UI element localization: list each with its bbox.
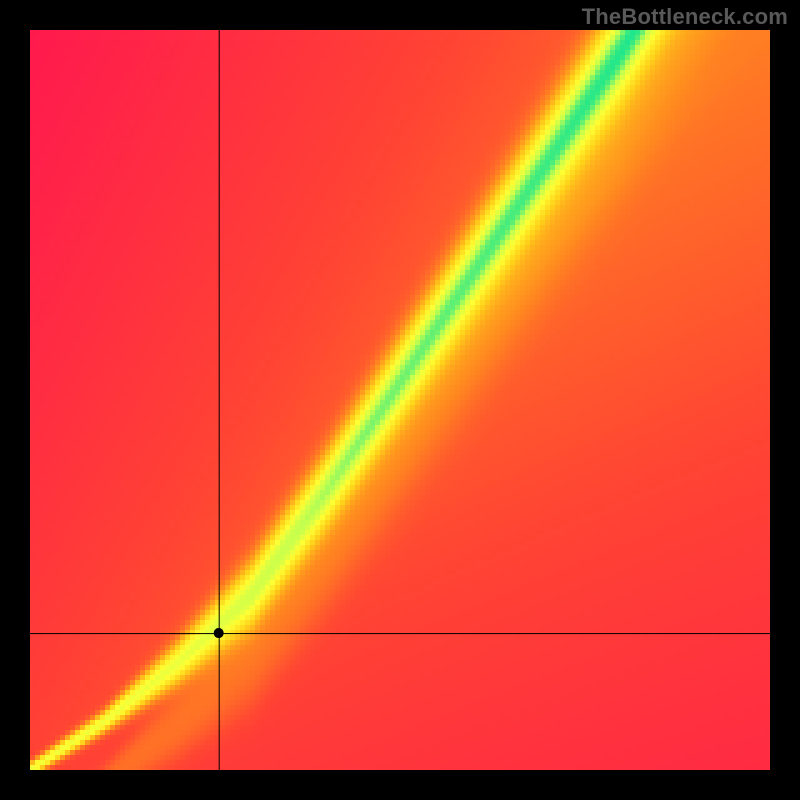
heatmap-canvas [30, 30, 770, 770]
watermark-text: TheBottleneck.com [582, 4, 788, 30]
chart-container: TheBottleneck.com [0, 0, 800, 800]
